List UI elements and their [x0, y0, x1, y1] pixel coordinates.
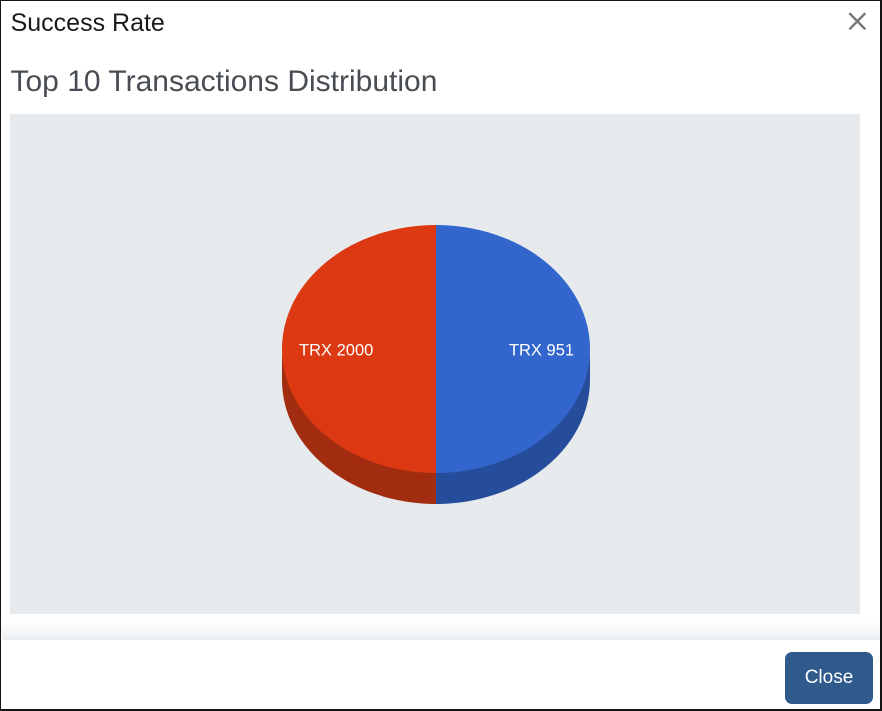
svg-text:TRX 2000: TRX 2000 [299, 342, 373, 360]
svg-text:TRX 951: TRX 951 [509, 342, 574, 360]
